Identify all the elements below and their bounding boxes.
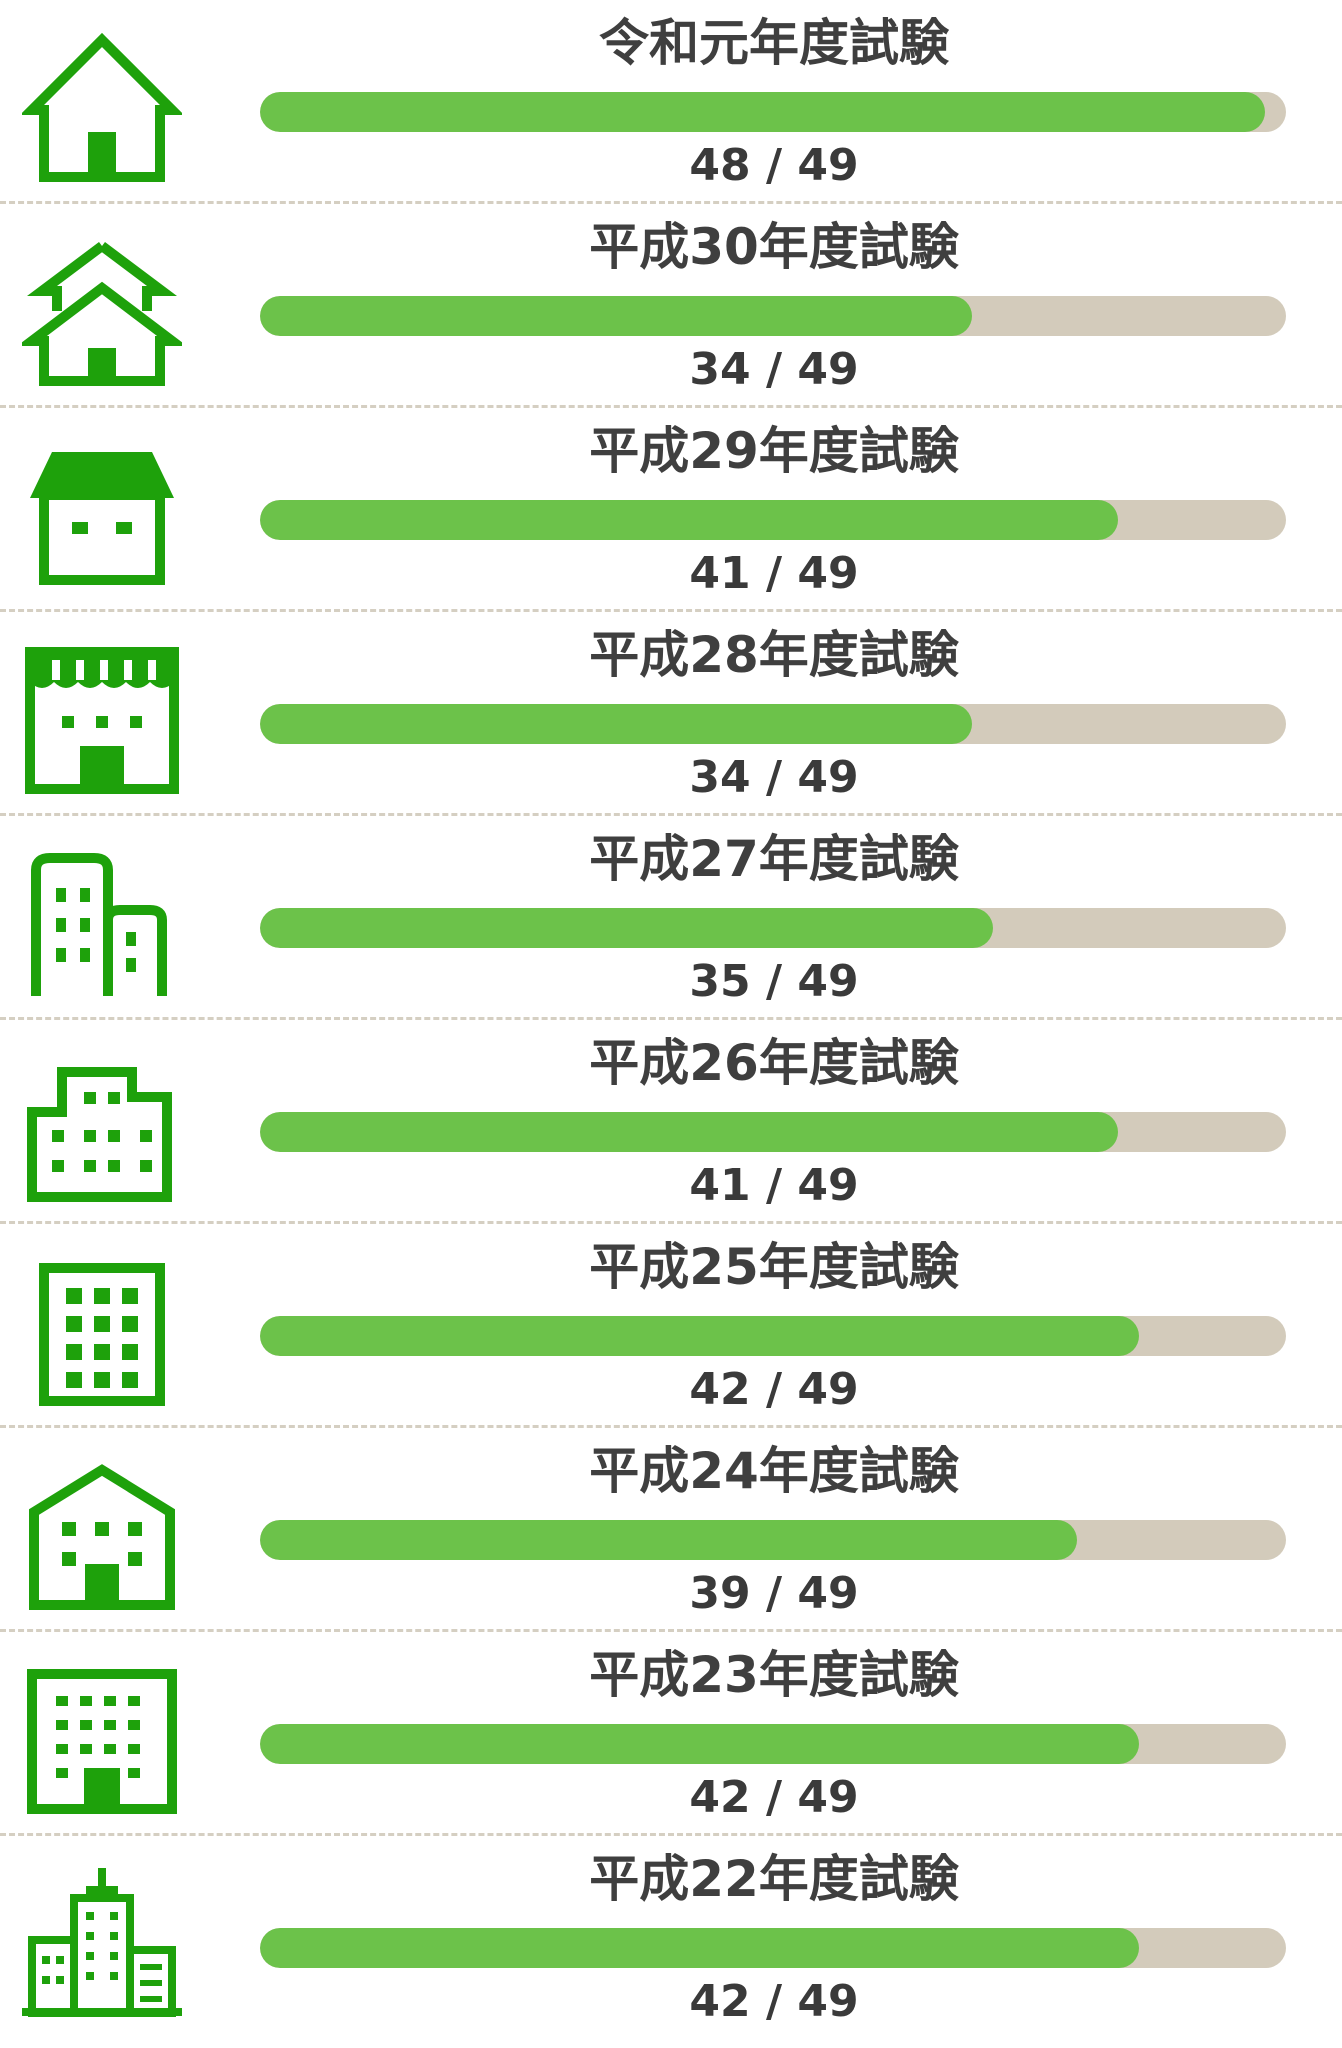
exam-row[interactable]: 平成26年度試験 41 / 49	[0, 1020, 1342, 1224]
progress-fill	[260, 1112, 1119, 1152]
score-label: 41 / 49	[689, 1160, 859, 1211]
row-divider	[0, 609, 1342, 612]
progress-bar	[260, 1928, 1286, 1968]
progress-bar	[260, 1520, 1286, 1560]
exam-title: 平成28年度試験	[589, 626, 959, 684]
row-divider	[0, 201, 1342, 204]
twin-buildings-icon	[22, 848, 182, 998]
progress-bar	[260, 296, 1286, 336]
score-label: 42 / 49	[689, 1772, 859, 1823]
progress-bar	[260, 908, 1286, 948]
row-divider	[0, 1833, 1342, 1836]
exam-row[interactable]: 平成29年度試験 41 / 49	[0, 408, 1342, 612]
store-awning-icon	[22, 644, 182, 794]
exam-row[interactable]: 平成28年度試験 34 / 49	[0, 612, 1342, 816]
two-story-house-icon	[22, 236, 182, 386]
score-label: 39 / 49	[689, 1568, 859, 1619]
score-label: 34 / 49	[689, 344, 859, 395]
progress-fill	[260, 1520, 1077, 1560]
skyscraper-icon	[22, 1868, 182, 2018]
exam-title: 平成22年度試験	[589, 1850, 959, 1908]
progress-fill	[260, 1724, 1140, 1764]
row-divider	[0, 1629, 1342, 1632]
office-building-icon	[22, 1664, 182, 1814]
score-label: 42 / 49	[689, 1364, 859, 1415]
progress-fill	[260, 704, 972, 744]
exam-row[interactable]: 平成27年度試験 35 / 49	[0, 816, 1342, 1020]
score-label: 41 / 49	[689, 548, 859, 599]
exam-title: 平成29年度試験	[589, 422, 959, 480]
progress-fill	[260, 500, 1119, 540]
exam-title: 平成23年度試験	[589, 1646, 959, 1704]
exam-row[interactable]: 平成24年度試験 39 / 49	[0, 1428, 1342, 1632]
score-label: 35 / 49	[689, 956, 859, 1007]
row-divider	[0, 1425, 1342, 1428]
progress-fill	[260, 1928, 1140, 1968]
exam-title: 平成30年度試験	[589, 218, 959, 276]
exam-title: 平成27年度試験	[589, 830, 959, 888]
row-divider	[0, 405, 1342, 408]
shop-house-icon	[22, 440, 182, 590]
score-label: 34 / 49	[689, 752, 859, 803]
gabled-building-icon	[22, 1460, 182, 1610]
house-icon	[22, 32, 182, 182]
exam-row[interactable]: 令和元年度試験 48 / 49	[0, 0, 1342, 204]
exam-title: 令和元年度試験	[599, 14, 949, 72]
stepped-building-icon	[22, 1052, 182, 1202]
progress-bar	[260, 1316, 1286, 1356]
progress-bar	[260, 1112, 1286, 1152]
progress-fill	[260, 1316, 1140, 1356]
progress-fill	[260, 908, 993, 948]
exam-title: 平成24年度試験	[589, 1442, 959, 1500]
exam-title: 平成25年度試験	[589, 1238, 959, 1296]
exam-row[interactable]: 平成25年度試験 42 / 49	[0, 1224, 1342, 1428]
progress-fill	[260, 296, 972, 336]
progress-bar	[260, 1724, 1286, 1764]
row-divider	[0, 1017, 1342, 1020]
row-divider	[0, 1221, 1342, 1224]
score-label: 48 / 49	[689, 140, 859, 191]
exam-row[interactable]: 平成22年度試験 42 / 49	[0, 1836, 1342, 2040]
progress-bar	[260, 500, 1286, 540]
exam-row[interactable]: 平成30年度試験 34 / 49	[0, 204, 1342, 408]
exam-row[interactable]: 平成23年度試験 42 / 49	[0, 1632, 1342, 1836]
row-divider	[0, 813, 1342, 816]
score-label: 42 / 49	[689, 1976, 859, 2027]
progress-bar	[260, 704, 1286, 744]
exam-title: 平成26年度試験	[589, 1034, 959, 1092]
progress-bar	[260, 92, 1286, 132]
progress-fill	[260, 92, 1266, 132]
apartment-icon	[22, 1256, 182, 1406]
